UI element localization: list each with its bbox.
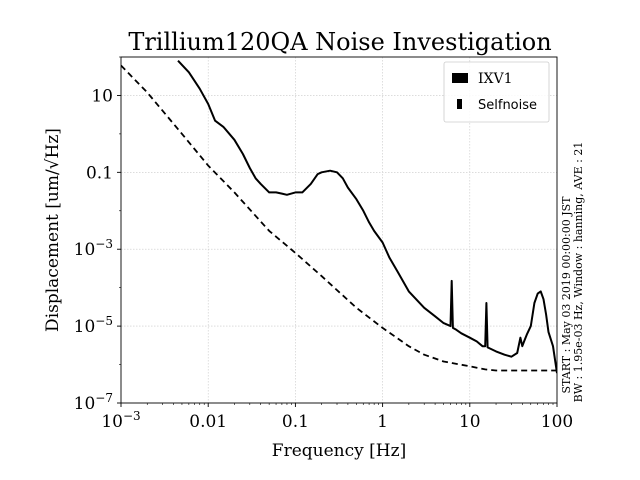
y-tick-base: 10 <box>91 86 113 106</box>
legend-swatch-selfnoise <box>457 99 462 109</box>
legend-label-selfnoise: Selfnoise <box>478 98 537 113</box>
legend: IXV1 Selfnoise <box>443 61 550 123</box>
x-tick-base: 10 <box>101 412 123 432</box>
series-line-selfnoise <box>121 64 557 372</box>
y-tick-label: 10 <box>91 86 113 106</box>
y-tick-label: 10−5 <box>74 314 113 337</box>
x-tick-base: 0.1 <box>282 412 309 432</box>
y-tick-label: 0.1 <box>86 163 113 183</box>
start-annotation: START : May 03 2019 00:00:00 JST <box>560 196 573 394</box>
legend-box <box>443 61 550 123</box>
x-axis-label: Frequency [Hz] <box>272 441 406 461</box>
legend-swatch-ixv1 <box>452 73 468 83</box>
y-tick-base: 10 <box>74 394 96 414</box>
x-tick-label: 100 <box>541 412 573 432</box>
x-tick-base: 0.01 <box>189 412 227 432</box>
chart-title: Trillium120QA Noise Investigation <box>128 28 551 56</box>
y-tick-exponent: −5 <box>95 314 113 328</box>
x-tick-label: 1 <box>377 412 388 432</box>
y-axis-label: Displacement [um/√Hz] <box>43 128 63 332</box>
y-tick-base: 10 <box>74 240 96 260</box>
x-tick-label: 10 <box>459 412 481 432</box>
series-layer <box>121 60 557 374</box>
y-tick-exponent: −7 <box>95 391 113 405</box>
bandwidth-annotation: BW : 1.95e-03 Hz, Window : hanning, AVE … <box>572 142 585 403</box>
x-tick-exponent: −3 <box>123 409 141 423</box>
x-tick-base: 100 <box>541 412 573 432</box>
series-line-ixv1 <box>177 60 557 374</box>
y-tick-base: 10 <box>74 317 96 337</box>
x-tick-label: 0.1 <box>282 412 309 432</box>
y-tick-label: 10−7 <box>74 391 113 414</box>
x-tick-label: 10−3 <box>101 409 140 432</box>
legend-label-ixv1: IXV1 <box>478 71 513 87</box>
x-tick-label: 0.01 <box>189 412 227 432</box>
x-tick-base: 10 <box>459 412 481 432</box>
y-tick-label: 10−3 <box>74 237 113 260</box>
plot-frame <box>120 56 558 404</box>
x-tick-base: 1 <box>377 412 388 432</box>
y-tick-base: 0.1 <box>86 163 113 183</box>
y-tick-exponent: −3 <box>95 237 113 251</box>
